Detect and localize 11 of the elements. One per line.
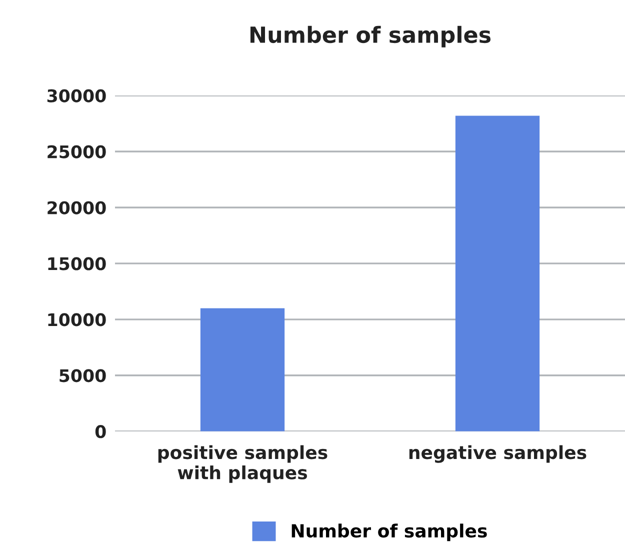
y-tick-label: 15000 [48,257,106,270]
y-tick-label: 10000 [48,313,106,326]
legend-label: Number of samples [292,524,487,542]
y-tick-label: 5000 [60,369,106,382]
y-tick-label: 0 [95,425,106,438]
x-tick-label: positive samples with plaques [158,445,328,483]
x-tick-label: negative samples [409,445,586,463]
chart-title: Number of samples [250,26,491,48]
y-tick-label: 30000 [47,89,106,102]
y-tick-label: 25000 [48,145,106,158]
y-tick-label: 20000 [48,201,106,214]
